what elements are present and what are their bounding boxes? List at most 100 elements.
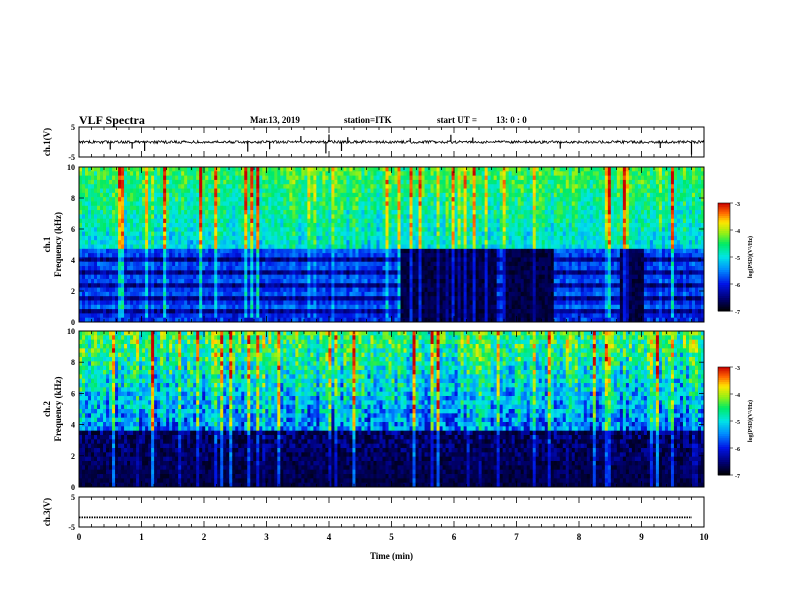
spectrogram-cell [112,197,115,202]
spectrogram-cell [364,219,367,224]
spectrogram-cell [298,219,301,224]
spectrogram-cell [392,240,395,245]
spectrogram-cell [184,219,187,224]
spectrogram-cell [175,167,178,172]
spectrogram-cell [482,232,485,237]
spectrogram-cell [244,279,247,284]
spectrogram-cell [127,227,130,232]
spectrogram-cell [440,227,443,232]
spectrogram-cell [455,279,458,284]
spectrogram-cell [482,219,485,224]
spectrogram-cell [91,292,94,297]
spectrogram-cell [458,171,461,176]
spectrogram-cell [334,193,337,198]
spectrogram-cell [352,180,355,185]
spectrogram-cell [283,193,286,198]
spectrogram-cell [154,184,157,189]
spectrogram-cell [440,206,443,211]
spectrogram-cell [142,193,145,198]
spectrogram-cell [446,309,449,314]
spectrogram-cell [244,305,247,310]
spectrogram-cell [367,206,370,211]
spectrogram-cell [322,193,325,198]
spectrogram-cell [115,240,118,245]
spectrogram-cell [169,167,172,172]
spectrogram-cell [226,309,229,314]
spectrogram-cell [464,296,467,301]
spectrogram-cell [467,227,470,232]
spectrogram-cell [145,223,148,228]
spectrogram-cell [94,296,97,301]
spectrogram-cell [470,275,473,280]
spectrogram-cell [337,240,340,245]
spectrogram-cell [247,240,250,245]
spectrogram-cell [268,184,271,189]
spectrogram-cell [181,283,184,288]
spectrogram-cell [196,189,199,194]
spectrogram-cell [464,292,467,297]
spectrogram-cell [268,240,271,245]
spectrogram-cell [334,249,337,254]
spectrogram-cell [328,180,331,185]
spectrogram-cell [211,189,214,194]
spectrogram-cell [157,223,160,228]
spectrogram-cell [262,283,265,288]
spectrogram-cell [163,270,166,275]
spectrogram-cell [337,180,340,185]
spectrogram-cell [223,214,226,219]
spectrogram-cell [130,253,133,258]
spectrogram-cell [446,288,449,293]
spectrogram-cell [328,189,331,194]
spectrogram-cell [184,167,187,172]
spectrogram-cell [256,240,259,245]
spectrogram-cell [283,292,286,297]
ch1-y-axis-label: ch.1(V) [42,128,52,156]
spectrogram-cell [292,210,295,215]
spectrogram-cell [160,266,163,271]
spectrogram-cell [283,167,286,172]
spectrogram-cell [172,210,175,215]
spectrogram-cell [193,300,196,305]
spectrogram-cell [133,223,136,228]
spectrogram-cell [401,296,404,301]
spectrogram-cell [106,171,109,176]
spectrogram-cell [91,309,94,314]
spectrogram-cell [304,232,307,237]
spectrogram-cell [217,193,220,198]
spectrogram-cell [85,279,88,284]
spectrogram-cell [425,283,428,288]
spectrogram-cell [253,219,256,224]
spectrogram-cell [160,292,163,297]
spectrogram-cell [440,214,443,219]
spectrogram-cell [82,201,85,206]
spectrogram-cell [220,257,223,262]
spectrogram-cell [190,171,193,176]
spectrogram-cell [238,193,241,198]
spectrogram-cell [100,253,103,258]
spectrogram-cell [407,279,410,284]
spectrogram-cell [479,249,482,254]
spectrogram-cell [373,313,376,318]
spectrogram-cell [187,266,190,271]
spectrogram-cell [398,240,401,245]
spectrogram-cell [82,292,85,297]
spectrogram-cell [118,176,121,181]
spectrogram-cell [238,245,241,250]
spectrogram-cell [352,214,355,219]
spectrogram-cell [401,292,404,297]
spectrogram-cell [262,262,265,267]
spectrogram-cell [364,292,367,297]
spectrogram-cell [331,219,334,224]
spectrogram-cell [349,240,352,245]
spectrogram-cell [106,245,109,250]
spectrogram-cell [148,223,151,228]
spectrogram-cell [283,309,286,314]
spectrogram-cell [295,167,298,172]
spectrogram-cell [118,309,121,314]
spectrogram-cell [313,227,316,232]
spectrogram-cell [262,227,265,232]
spectrogram-cell [79,184,82,189]
spectrogram-cell [262,275,265,280]
spectrogram-cell [265,305,268,310]
spectrogram-cell [395,240,398,245]
